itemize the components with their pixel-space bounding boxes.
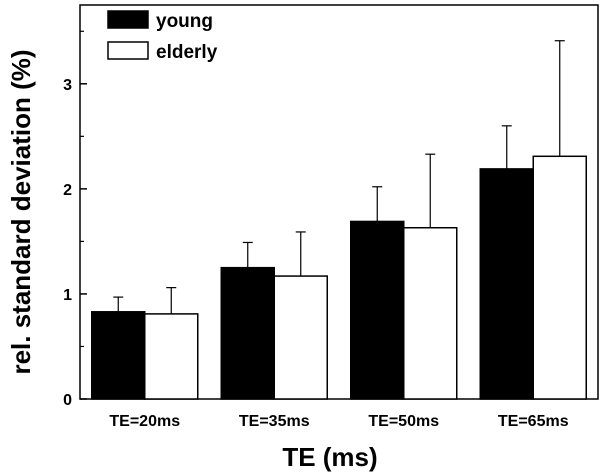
x-tick-label: TE=65ms: [498, 413, 569, 430]
bar-young: [91, 311, 146, 400]
bar-elderly: [403, 226, 458, 400]
bar-elderly: [532, 155, 587, 400]
legend-label-young: young: [156, 11, 213, 32]
plot-frame: [79, 4, 599, 400]
x-tick-label: TE=20ms: [109, 413, 180, 430]
legend-swatch-elderly: [107, 41, 149, 60]
plot-area: 0 1 2 3 TE=20ms TE=35ms TE=50ms TE=65ms: [63, 4, 599, 430]
bar-young: [350, 220, 405, 400]
bar-elderly: [273, 275, 328, 400]
bar-young: [479, 168, 534, 400]
bar-elderly: [144, 313, 199, 400]
legend-label-elderly: elderly: [156, 42, 218, 63]
y-axis-title: rel. standard deviation (%): [6, 49, 36, 374]
legend: young elderly: [107, 10, 218, 63]
y-tick-label: 1: [63, 287, 72, 304]
y-tick-label: 3: [63, 77, 72, 94]
legend-swatch-young: [107, 10, 149, 29]
y-tick-label: 2: [63, 182, 72, 199]
bar-young: [220, 266, 275, 400]
y-tick-label: 0: [63, 392, 72, 409]
x-axis-title: TE (ms): [282, 442, 377, 472]
x-tick-label: TE=50ms: [368, 413, 439, 430]
x-tick-label: TE=35ms: [239, 413, 310, 430]
